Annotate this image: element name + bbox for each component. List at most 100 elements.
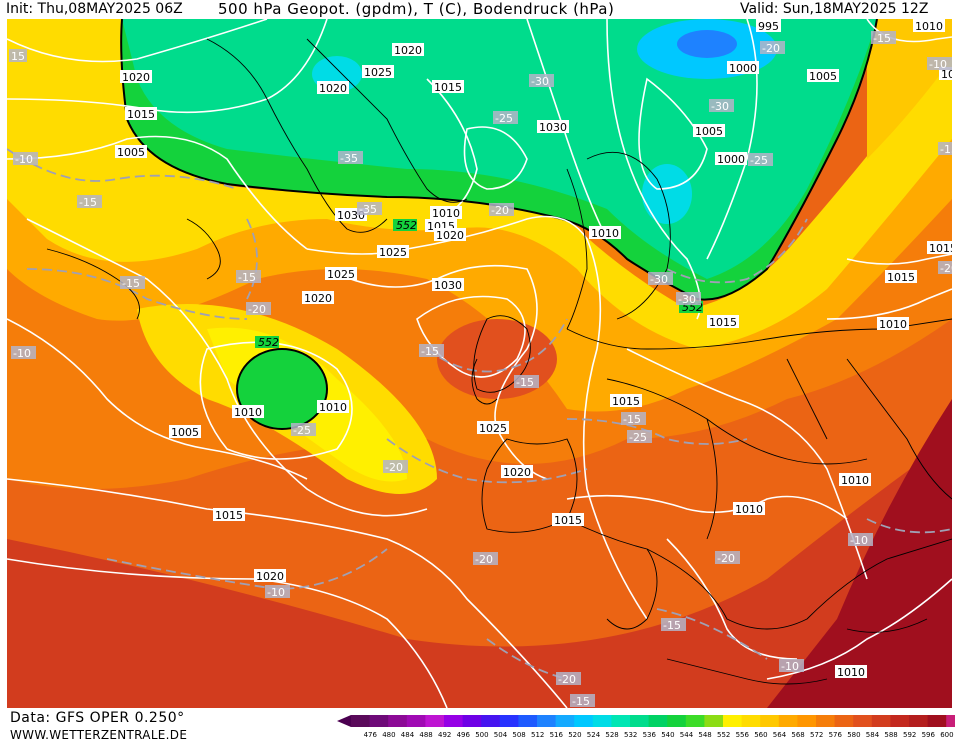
temperature-label: -15 bbox=[623, 413, 641, 426]
colorbar-swatch bbox=[834, 715, 854, 727]
temperature-label-bg bbox=[489, 203, 514, 216]
colorbar-swatch bbox=[574, 715, 594, 727]
temperature-label-bg bbox=[13, 152, 38, 165]
pressure-label: 1020 bbox=[304, 292, 332, 305]
temperature-label: -25 bbox=[750, 154, 768, 167]
colorbar-tick-label: 500 bbox=[475, 731, 488, 739]
colorbar-tick-label: 544 bbox=[680, 731, 694, 739]
pressure-label: 1025 bbox=[379, 246, 407, 259]
pressure-label: 1005 bbox=[171, 426, 199, 439]
pressure-label-bg bbox=[589, 226, 621, 239]
colorbar-tick-label: 520 bbox=[568, 731, 581, 739]
pressure-label-bg bbox=[317, 400, 349, 413]
colorbar-tick-label: 548 bbox=[698, 731, 711, 739]
colorbar-tick-label: 588 bbox=[884, 731, 897, 739]
colorbar-swatch bbox=[351, 715, 371, 727]
colorbar-swatch bbox=[537, 715, 557, 727]
pressure-label: 1015 bbox=[127, 108, 155, 121]
colorbar-swatches bbox=[337, 715, 955, 727]
temperature-label-bg bbox=[357, 202, 382, 215]
temperature-label: -15 bbox=[572, 695, 590, 708]
weather-map: 552 552 552 1020102010251015101510051030… bbox=[7, 19, 952, 708]
valid-time: Valid: Sun,18MAY2025 12Z bbox=[740, 1, 929, 17]
temperature-label: -10 bbox=[15, 153, 33, 166]
temperature-label: -35 bbox=[340, 152, 358, 165]
temperature-label-bg bbox=[493, 111, 518, 124]
pressure-label-bg bbox=[232, 405, 264, 418]
pressure-label-bg bbox=[362, 65, 394, 78]
colorbar-swatch bbox=[648, 715, 668, 727]
temperature-label: -15 bbox=[516, 376, 534, 389]
temperature-label: -15 bbox=[79, 196, 97, 209]
colorbar: 476 480 484 488 492 496 500 504 508 512 516 520 524 5… bbox=[337, 715, 955, 739]
temperature-label-bg bbox=[473, 552, 498, 565]
temperature-label: -20 bbox=[558, 673, 576, 686]
pressure-label: 995 bbox=[758, 20, 779, 33]
pressure-label-bg bbox=[913, 19, 945, 32]
colorbar-swatch bbox=[406, 715, 426, 727]
temperature-label-bg bbox=[627, 430, 652, 443]
colorbar-tick-label: 576 bbox=[829, 731, 843, 739]
pressure-label-bg bbox=[430, 206, 462, 219]
temperature-label-bg bbox=[338, 151, 363, 164]
temperature-label-bg bbox=[419, 344, 444, 357]
pressure-label: 1010 bbox=[234, 406, 262, 419]
pressure-label: 1010 bbox=[432, 207, 460, 220]
colorbar-tick-labels: 476 480 484 488 492 496 500 504 508 512 516 520 524 5… bbox=[364, 731, 954, 739]
pressure-label: 1020 bbox=[319, 82, 347, 95]
temperature-label-bg bbox=[236, 270, 261, 283]
pressure-label: 1030 bbox=[434, 279, 462, 292]
colorbar-tick-label: 532 bbox=[624, 731, 637, 739]
temperature-label: -20 bbox=[762, 42, 780, 55]
temperature-label-bg bbox=[848, 533, 873, 546]
colorbar-tick-label: 564 bbox=[773, 731, 787, 739]
website-label: WWW.WETTERZENTRALE.DE bbox=[10, 728, 188, 742]
pressure-label: 1015 bbox=[709, 316, 737, 329]
pressure-label: 1015 bbox=[434, 81, 462, 94]
colorbar-swatch bbox=[388, 715, 408, 727]
pressure-label-bg bbox=[927, 241, 952, 254]
pressure-label-bg bbox=[434, 228, 466, 241]
temperature-label: -10 bbox=[781, 660, 799, 673]
temperature-label-bg bbox=[9, 49, 27, 62]
temperature-label: -30 bbox=[531, 75, 549, 88]
pressure-label: 1010 bbox=[841, 474, 869, 487]
colorbar-tick-label: 516 bbox=[550, 731, 564, 739]
pressure-label-bg bbox=[377, 245, 409, 258]
pressure-label: 1005 bbox=[809, 70, 837, 83]
pressure-label: 1015 bbox=[215, 509, 243, 522]
cold-core-center bbox=[677, 30, 737, 58]
colorbar-tick-label: 584 bbox=[866, 731, 880, 739]
temperature-label-bg bbox=[77, 195, 102, 208]
temperature-label-bg bbox=[11, 346, 36, 359]
pressure-label: 1010 bbox=[319, 401, 347, 414]
temperature-label-bg bbox=[709, 99, 734, 112]
colorbar-swatch bbox=[369, 715, 389, 727]
pressure-label-bg bbox=[727, 61, 759, 74]
pressure-label: 1025 bbox=[364, 66, 392, 79]
temperature-label: -15 bbox=[421, 345, 439, 358]
colorbar-swatch bbox=[481, 715, 501, 727]
temperature-label: -20 bbox=[385, 461, 403, 474]
pressure-label-bg bbox=[839, 473, 871, 486]
temp-band-ne bbox=[867, 19, 952, 159]
pressure-label: 1005 bbox=[695, 125, 723, 138]
temperature-label: -30 bbox=[678, 293, 696, 306]
colorbar-swatch bbox=[444, 715, 464, 727]
pressure-label-bg bbox=[715, 152, 747, 165]
pressure-label: 1015 bbox=[941, 68, 952, 81]
temp-band-yellow bbox=[7, 19, 952, 349]
temperature-label: -20 bbox=[475, 553, 493, 566]
colorbar-swatch bbox=[871, 715, 891, 727]
pressure-label-bg bbox=[877, 317, 909, 330]
temperature-label-bg bbox=[621, 412, 646, 425]
temperature-label-bg bbox=[120, 276, 145, 289]
colorbar-swatch bbox=[462, 715, 482, 727]
colorbar-swatch bbox=[667, 715, 687, 727]
temperature-label: -15 bbox=[238, 271, 256, 284]
temperature-label-bg bbox=[927, 57, 952, 70]
pressure-label-bg bbox=[693, 124, 725, 137]
colorbar-tick-label: 476 bbox=[364, 731, 378, 739]
colorbar-swatch bbox=[518, 715, 538, 727]
